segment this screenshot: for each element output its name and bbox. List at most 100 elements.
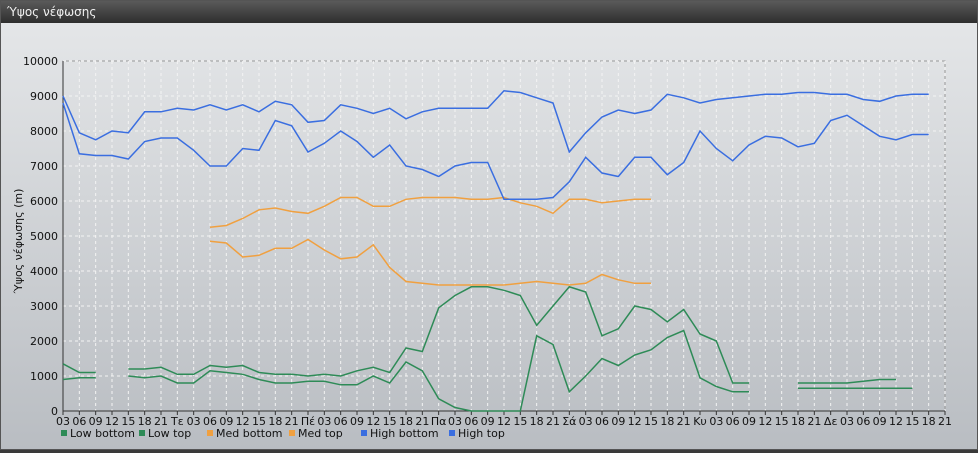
x-tick-label: 21	[546, 415, 560, 428]
legend-item[interactable]: Med bottom	[207, 427, 283, 440]
legend-item[interactable]: High top	[449, 427, 505, 440]
x-tick-label: 03	[840, 415, 854, 428]
series-line-segment	[209, 238, 651, 286]
x-tick-label: 18	[660, 415, 674, 428]
series-line-segment	[62, 377, 96, 381]
y-tick-label: 1000	[30, 370, 58, 383]
x-tick-label: 06	[72, 415, 86, 428]
x-tick-label: 06	[856, 415, 870, 428]
chart-area: 0 1000 2000 3000 4000 5000 6000 7000 8000 9000 100…	[1, 23, 977, 449]
x-tick-label: 18	[138, 415, 152, 428]
series-line-segment	[209, 196, 651, 229]
x-tick-label: 12	[236, 415, 250, 428]
x-tick-label: 21	[938, 415, 952, 428]
series-low-top	[62, 285, 896, 384]
x-tick-label: 15	[644, 415, 658, 428]
x-tick-label: Δε	[824, 415, 838, 428]
x-tick-label: 09	[611, 415, 625, 428]
legend-swatch	[449, 430, 455, 436]
legend-swatch	[207, 430, 213, 436]
x-tick-label: 21	[415, 415, 429, 428]
x-tick-label: 21	[154, 415, 168, 428]
x-tick-label: 03	[56, 415, 70, 428]
legend-item[interactable]: Low top	[139, 427, 191, 440]
x-tick-label: 09	[89, 415, 103, 428]
legend-item[interactable]: High bottom	[361, 427, 439, 440]
x-tick-label: 15	[121, 415, 135, 428]
x-tick-label: 09	[873, 415, 887, 428]
legend-item[interactable]: Low bottom	[61, 427, 135, 440]
x-tick-label: 03	[448, 415, 462, 428]
x-tick-label: 15	[513, 415, 527, 428]
y-tick-label: 3000	[30, 300, 58, 313]
x-tick-label: Κυ	[693, 415, 707, 428]
legend-swatch	[61, 430, 67, 436]
legend-label: Low bottom	[70, 427, 135, 440]
x-tick-label: 18	[922, 415, 936, 428]
y-tick-label: 7000	[30, 160, 58, 173]
legend-label: High top	[458, 427, 505, 440]
x-tick-label: 15	[905, 415, 919, 428]
x-tick-label: 18	[791, 415, 805, 428]
axes: 0 1000 2000 3000 4000 5000 6000 7000 8000 9000 100…	[23, 55, 952, 428]
x-tick-label: 21	[285, 415, 299, 428]
legend-label: High bottom	[370, 427, 439, 440]
y-tick-label: 8000	[30, 125, 58, 138]
legend-swatch	[289, 430, 295, 436]
x-tick-label: 21	[807, 415, 821, 428]
series-high-top	[62, 90, 929, 154]
x-tick-label: 06	[203, 415, 217, 428]
x-tick-label: Πα	[431, 415, 447, 428]
x-tick-label: 12	[889, 415, 903, 428]
x-tick-label: 06	[595, 415, 609, 428]
series-line-segment	[62, 102, 929, 201]
x-tick-label: 15	[775, 415, 789, 428]
y-tick-label: 9000	[30, 90, 58, 103]
x-tick-label: 15	[383, 415, 397, 428]
x-tick-label: 12	[628, 415, 642, 428]
x-tick-label: 06	[726, 415, 740, 428]
legend-label: Med top	[298, 427, 343, 440]
series-line-segment	[62, 363, 96, 374]
y-tick-label: 6000	[30, 195, 58, 208]
window-title: Ύψος νέφωσης	[1, 1, 977, 23]
y-axis-label: Ύψος νέφωσης (m)	[12, 189, 25, 295]
x-tick-label: Τε	[170, 415, 184, 428]
x-tick-label: 12	[758, 415, 772, 428]
x-tick-label: Πέ	[301, 415, 315, 428]
legend-label: Med bottom	[216, 427, 283, 440]
series-line-segment	[62, 90, 929, 154]
x-tick-label: 12	[366, 415, 380, 428]
y-tick-label: 10000	[23, 55, 58, 68]
legend: Low bottom Low top Med bottom Med top High b…	[61, 427, 505, 440]
y-tick-label: 4000	[30, 265, 58, 278]
series-low-bottom	[62, 329, 913, 412]
x-tick-label: Σά	[562, 415, 576, 428]
x-tick-label: 09	[219, 415, 233, 428]
series-lines	[62, 90, 929, 412]
x-tick-label: 03	[579, 415, 593, 428]
cloud-height-chart: 0 1000 2000 3000 4000 5000 6000 7000 8000 9000 100…	[12, 55, 952, 440]
series-med-bottom	[209, 238, 651, 286]
legend-swatch	[361, 430, 367, 436]
series-line-segment	[798, 378, 896, 384]
y-tick-label: 2000	[30, 335, 58, 348]
x-tick-label: 09	[742, 415, 756, 428]
legend-swatch	[139, 430, 145, 436]
x-tick-label: 03	[709, 415, 723, 428]
x-tick-label: 21	[677, 415, 691, 428]
x-tick-label: 12	[105, 415, 119, 428]
grid	[62, 60, 946, 412]
x-tick-label: 03	[317, 415, 331, 428]
x-tick-label: 18	[268, 415, 282, 428]
legend-item[interactable]: Med top	[289, 427, 343, 440]
x-tick-label: 06	[334, 415, 348, 428]
y-tick-label: 0	[51, 405, 58, 418]
x-tick-label: 09	[350, 415, 364, 428]
x-tick-label: 09	[481, 415, 495, 428]
x-tick-label: 18	[399, 415, 413, 428]
series-line-segment	[128, 285, 749, 384]
series-med-top	[209, 196, 651, 229]
x-tick-label: 12	[497, 415, 511, 428]
legend-label: Low top	[148, 427, 191, 440]
